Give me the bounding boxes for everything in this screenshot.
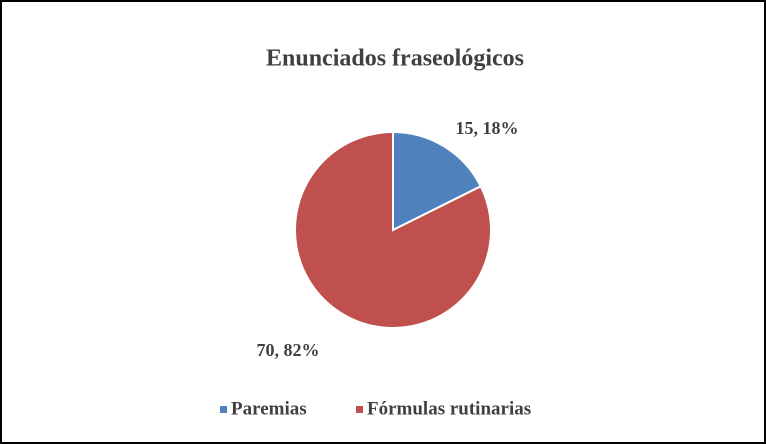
legend-swatch (356, 406, 363, 413)
data-label: 70, 82% (257, 340, 320, 360)
legend-swatch (220, 406, 227, 413)
legend-label: Paremias (231, 398, 307, 419)
pie-slice (294, 130, 492, 329)
chart-title: Enunciados fraseológicos (266, 46, 524, 72)
pie-slice (392, 130, 483, 232)
legend-label: Fórmulas rutinarias (367, 398, 531, 419)
data-label: 15, 18% (456, 118, 519, 138)
